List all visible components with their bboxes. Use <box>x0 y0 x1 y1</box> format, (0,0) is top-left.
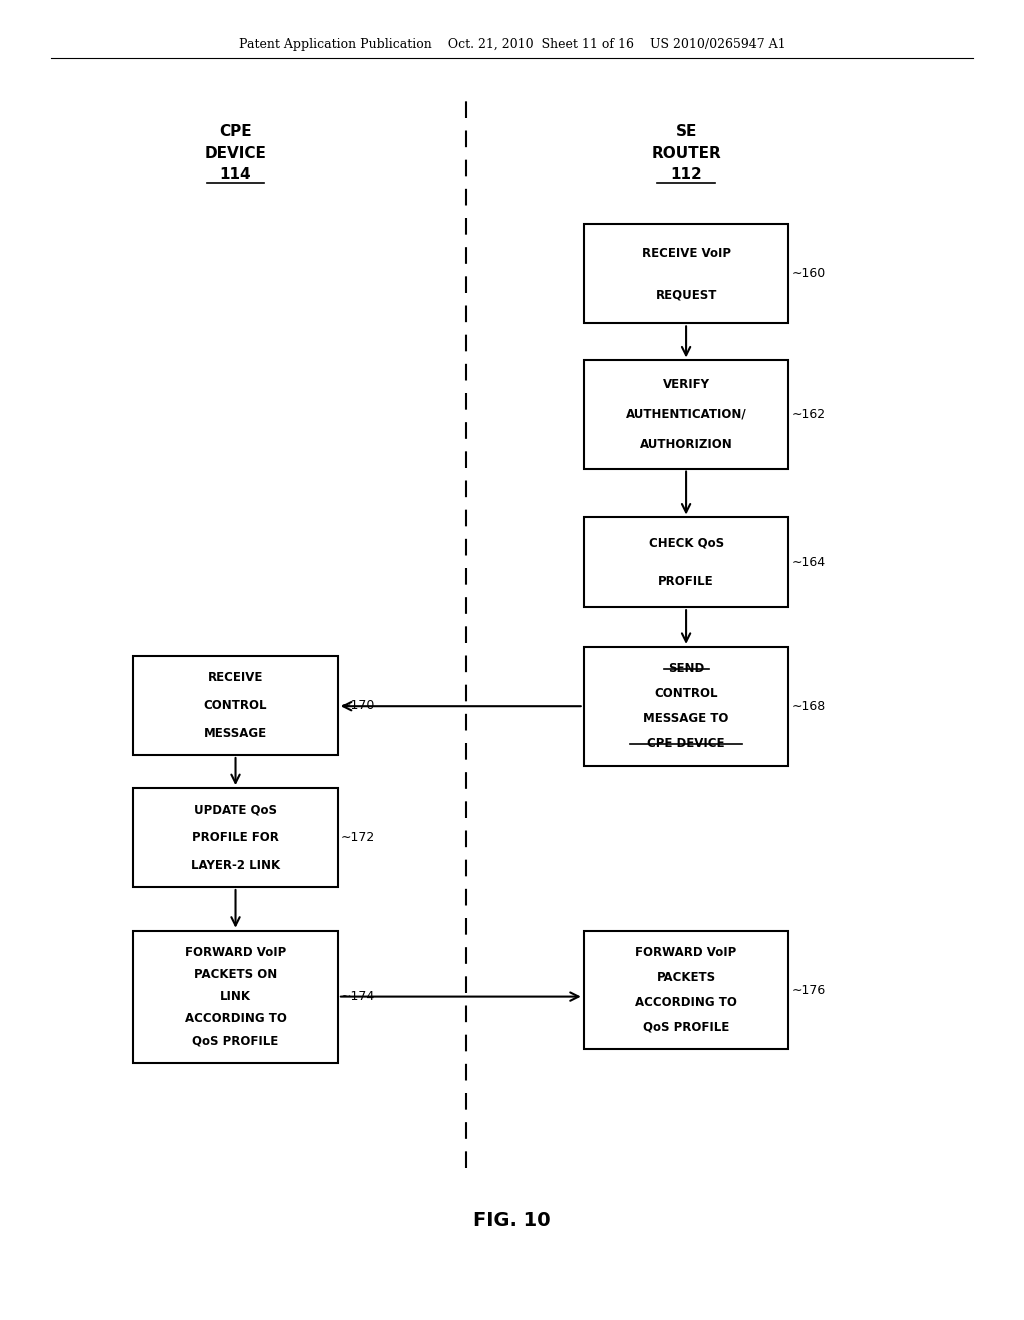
Bar <box>133 931 338 1063</box>
Text: ∼170: ∼170 <box>341 700 376 711</box>
Text: CONTROL: CONTROL <box>654 688 718 700</box>
Text: MESSAGE: MESSAGE <box>204 727 267 739</box>
Text: ∼168: ∼168 <box>792 700 825 713</box>
Text: REQUEST: REQUEST <box>655 288 717 301</box>
Bar <box>584 224 788 323</box>
Text: PROFILE FOR: PROFILE FOR <box>193 832 279 843</box>
Text: ∼162: ∼162 <box>792 408 825 421</box>
Text: VERIFY: VERIFY <box>663 378 710 391</box>
Text: FIG. 10: FIG. 10 <box>473 1212 551 1230</box>
Text: ∼174: ∼174 <box>341 990 375 1003</box>
Bar <box>584 517 788 607</box>
Text: ACCORDING TO: ACCORDING TO <box>184 1012 287 1026</box>
Text: SEND: SEND <box>668 663 705 676</box>
Text: QoS PROFILE: QoS PROFILE <box>643 1020 729 1034</box>
Text: ROUTER: ROUTER <box>651 145 721 161</box>
Text: AUTHORIZION: AUTHORIZION <box>640 438 732 451</box>
Text: DEVICE: DEVICE <box>205 145 266 161</box>
Text: AUTHENTICATION/: AUTHENTICATION/ <box>626 408 746 421</box>
Text: PROFILE: PROFILE <box>658 574 714 587</box>
Text: FORWARD VoIP: FORWARD VoIP <box>636 946 736 960</box>
Text: ∼164: ∼164 <box>792 556 825 569</box>
Bar <box>133 788 338 887</box>
Text: LINK: LINK <box>220 990 251 1003</box>
Text: SE: SE <box>676 124 696 140</box>
Text: CPE: CPE <box>219 124 252 140</box>
Bar <box>584 647 788 766</box>
Text: 114: 114 <box>220 166 251 182</box>
Bar <box>584 931 788 1049</box>
Text: Patent Application Publication    Oct. 21, 2010  Sheet 11 of 16    US 2010/02659: Patent Application Publication Oct. 21, … <box>239 38 785 51</box>
Text: ∼172: ∼172 <box>341 832 375 843</box>
Text: RECEIVE VoIP: RECEIVE VoIP <box>642 247 730 260</box>
Text: 112: 112 <box>670 166 702 182</box>
Text: LAYER-2 LINK: LAYER-2 LINK <box>190 859 281 871</box>
Text: PACKETS: PACKETS <box>656 972 716 983</box>
Text: RECEIVE: RECEIVE <box>208 672 263 684</box>
Text: CPE DEVICE: CPE DEVICE <box>647 737 725 750</box>
Text: MESSAGE TO: MESSAGE TO <box>643 713 729 725</box>
Bar <box>133 656 338 755</box>
Text: UPDATE QoS: UPDATE QoS <box>194 804 278 816</box>
Bar <box>584 360 788 469</box>
Text: CONTROL: CONTROL <box>204 700 267 711</box>
Text: FORWARD VoIP: FORWARD VoIP <box>185 945 286 958</box>
Text: ACCORDING TO: ACCORDING TO <box>635 997 737 1008</box>
Text: ∼176: ∼176 <box>792 983 825 997</box>
Text: CHECK QoS: CHECK QoS <box>648 537 724 550</box>
Text: PACKETS ON: PACKETS ON <box>194 968 278 981</box>
Text: QoS PROFILE: QoS PROFILE <box>193 1035 279 1048</box>
Text: ∼160: ∼160 <box>792 268 825 280</box>
